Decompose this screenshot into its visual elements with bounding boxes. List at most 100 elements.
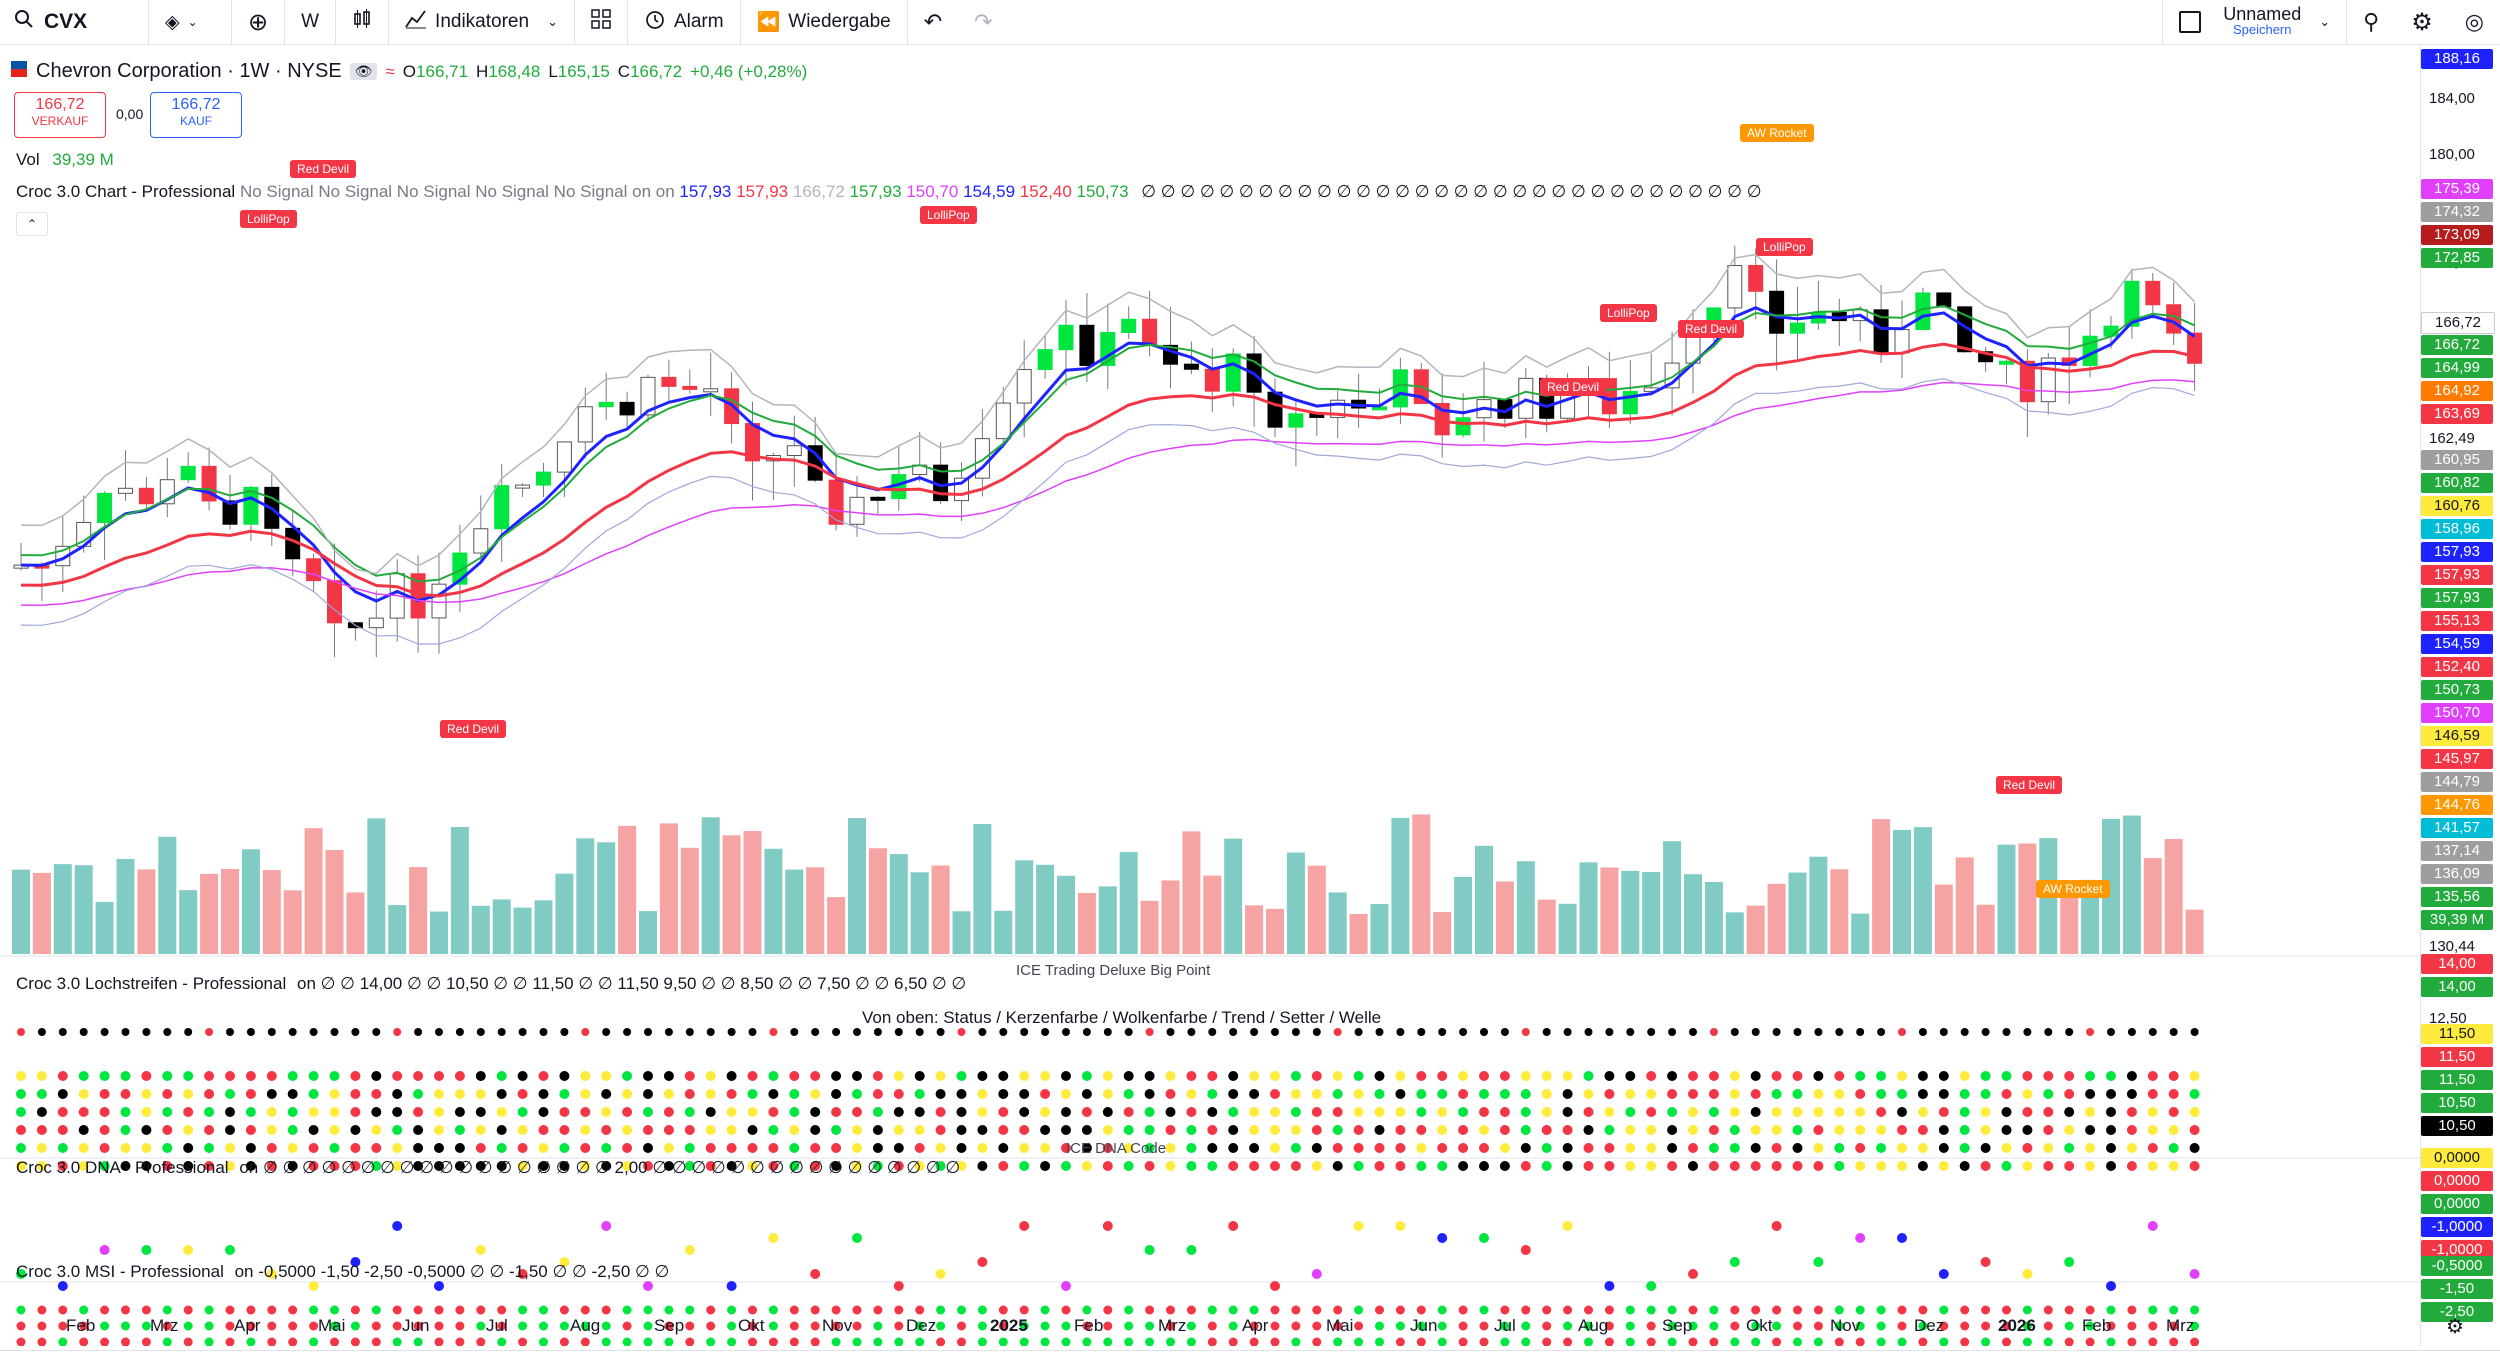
msi-dot (1813, 1305, 1823, 1315)
status-dot (2043, 1071, 2054, 1081)
status-dot (350, 1143, 361, 1153)
status-dot (1040, 1125, 1051, 1135)
dna-dot (935, 1269, 946, 1279)
layout-button[interactable]: Unnamed Speichern ⌄ (2162, 0, 2346, 44)
msi-dot (183, 1305, 193, 1315)
dna-dot (1938, 1269, 1949, 1279)
status-dot (1792, 1143, 1803, 1153)
msi-dot (894, 1337, 904, 1347)
status-dot (78, 1107, 89, 1117)
status-dot (1458, 1143, 1469, 1153)
volume-bar (388, 905, 407, 954)
msi-dot (957, 1305, 966, 1315)
visibility-toggle[interactable]: 👁 (349, 63, 378, 80)
msi-dot (1333, 1337, 1343, 1347)
msi-dot (288, 1321, 298, 1331)
status-dot (1792, 1125, 1803, 1135)
custom-chart-button[interactable]: ◈ ⌄ (149, 0, 232, 44)
sell-button[interactable]: 166,72 VERKAUF (14, 92, 106, 138)
symbol-search[interactable]: CVX (0, 0, 149, 44)
status-dot (1604, 1107, 1615, 1117)
status-dot (2064, 1143, 2075, 1153)
status-dot (2106, 1107, 2116, 1117)
croc-chart-label: Croc 3.0 Chart - Professional (16, 182, 236, 201)
status-dot (1917, 1161, 1928, 1171)
collapse-legend-button[interactable]: ⌃ (16, 212, 48, 236)
status-dot (705, 1125, 716, 1135)
status-dot (726, 1125, 737, 1135)
status-dot (162, 1161, 173, 1171)
volume-bar (1579, 862, 1598, 954)
status-dot (392, 1089, 403, 1099)
msi-dot (1688, 1337, 1698, 1347)
dna-dot (852, 1233, 862, 1243)
candle (1978, 351, 1994, 363)
status-dot (1207, 1107, 1218, 1117)
status-dot (1081, 1071, 1092, 1081)
status-dot (831, 1161, 842, 1171)
status-dot (1938, 1071, 1949, 1081)
msi-dot (685, 1305, 695, 1315)
price-tag: 172,85 (2421, 248, 2493, 268)
price-tag: 11,50 (2421, 1047, 2493, 1067)
croc-value-3: 157,93 (849, 182, 907, 201)
msi-dot (1019, 1305, 1029, 1315)
status-dot (768, 1125, 779, 1135)
dna-dot (475, 1245, 486, 1255)
snapshot-button[interactable]: ◎ (2449, 0, 2500, 44)
status-dot (1207, 1071, 1218, 1081)
big-point-dot (226, 1028, 234, 1036)
status-dot (2168, 1071, 2179, 1081)
dna-dot (1228, 1221, 1239, 1231)
big-point-dot (1041, 1028, 1050, 1036)
chart-type-button[interactable] (336, 0, 390, 44)
time-axis-settings-icon[interactable]: ⚙ (2446, 1316, 2464, 1338)
status-dot (1625, 1071, 1636, 1081)
status-dot (517, 1107, 528, 1117)
undo-button[interactable]: ↶ (908, 0, 958, 44)
candle (1727, 265, 1743, 309)
big-point-dot (2107, 1028, 2115, 1036)
add-symbol-button[interactable]: ⊕ (232, 0, 286, 44)
status-dot (726, 1161, 737, 1171)
msi-dot (476, 1321, 486, 1331)
volume-bar (430, 911, 448, 954)
status-dot (517, 1071, 528, 1081)
status-dot (1834, 1143, 1845, 1153)
dna-dot (1771, 1221, 1782, 1231)
chart-area[interactable] (0, 46, 2420, 1347)
msi-dot (1249, 1337, 1259, 1347)
msi-dot (2064, 1337, 2074, 1347)
lochstreifen-legend: Croc 3.0 Lochstreifen - Professional on … (16, 974, 966, 994)
status-dot (622, 1161, 633, 1171)
status-dot (204, 1125, 215, 1135)
indicators-button[interactable]: Indikatoren ⌄ (389, 0, 575, 44)
status-dot (684, 1143, 695, 1153)
msi-dot (580, 1321, 590, 1331)
candle (473, 528, 489, 554)
interval-button[interactable]: W (285, 0, 337, 44)
replay-button[interactable]: ⏪ Wiedergabe (741, 0, 908, 44)
volume-bar (1454, 876, 1473, 954)
croc-value-4: 150,70 (906, 182, 964, 201)
croc-chart-signals: No Signal No Signal No Signal No Signal … (239, 182, 675, 201)
alert-button[interactable]: Alarm (628, 0, 741, 44)
chart-canvas[interactable] (0, 46, 2420, 1347)
msi-dot (2190, 1337, 2200, 1347)
status-dot (266, 1071, 277, 1081)
status-dot (2022, 1161, 2033, 1171)
volume-bar (1767, 883, 1786, 954)
status-dot (2043, 1125, 2054, 1135)
templates-button[interactable] (575, 0, 628, 44)
dna-dot (1729, 1257, 1740, 1267)
msi-dot (789, 1337, 799, 1347)
status-dot (1102, 1143, 1113, 1153)
buy-button[interactable]: 166,72 KAUF (150, 92, 242, 138)
price-axis[interactable]: 184,00180,00176,00172,00162,49130,4412,5… (2420, 46, 2500, 1346)
status-dot (434, 1125, 444, 1135)
redo-button[interactable]: ↷ (958, 0, 1008, 44)
volume-bar (200, 873, 219, 954)
quick-search-button[interactable]: ⚲ (2346, 0, 2395, 44)
status-dot (2064, 1107, 2075, 1117)
settings-button[interactable]: ⚙ (2395, 0, 2449, 44)
